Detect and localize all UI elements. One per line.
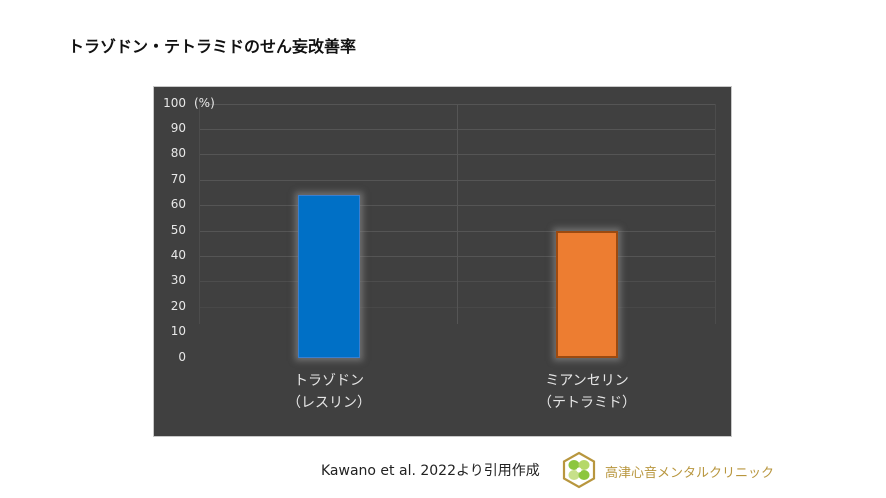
y-tick-10: 10 bbox=[170, 324, 186, 338]
y-tick-20: 20 bbox=[170, 299, 186, 313]
x-label-mianserin: ミアンセリン （テトラミド） bbox=[507, 370, 667, 414]
x-label-line-2: （テトラミド） bbox=[538, 395, 636, 411]
clover-hexagon-logo-icon bbox=[561, 451, 597, 489]
y-tick-60: 60 bbox=[170, 197, 186, 211]
page-title: トラゾドン・テトラミドのせん妄改善率 bbox=[68, 37, 357, 56]
x-label-line-1: ミアンセリン bbox=[545, 373, 629, 389]
citation-text: Kawano et al. 2022より引用作成 bbox=[321, 463, 540, 479]
y-tick-80: 80 bbox=[170, 146, 186, 160]
plot-right-edge bbox=[715, 104, 716, 324]
clinic-name: 高津心音メンタルクリニック bbox=[605, 466, 775, 481]
category-divider bbox=[457, 104, 458, 324]
plot-left-edge bbox=[199, 104, 200, 324]
chart-area: 100 (%) 90 80 70 60 50 40 30 20 10 0 トラゾ… bbox=[153, 86, 732, 437]
x-label-line-2: （レスリン） bbox=[287, 395, 371, 411]
y-tick-40: 40 bbox=[170, 248, 186, 262]
y-tick-70: 70 bbox=[170, 172, 186, 186]
bar-mianserin bbox=[556, 231, 618, 358]
x-label-line-1: トラゾドン bbox=[294, 373, 364, 389]
bar-trazodone bbox=[298, 195, 360, 358]
y-tick-0: 0 bbox=[178, 350, 186, 364]
plot-area bbox=[199, 104, 716, 358]
x-label-trazodone: トラゾドン （レスリン） bbox=[249, 370, 409, 414]
y-tick-30: 30 bbox=[170, 273, 186, 287]
y-tick-100: 100 bbox=[163, 96, 186, 110]
y-axis-unit: (%) bbox=[194, 96, 215, 110]
y-tick-90: 90 bbox=[170, 121, 186, 135]
y-tick-50: 50 bbox=[170, 223, 186, 237]
